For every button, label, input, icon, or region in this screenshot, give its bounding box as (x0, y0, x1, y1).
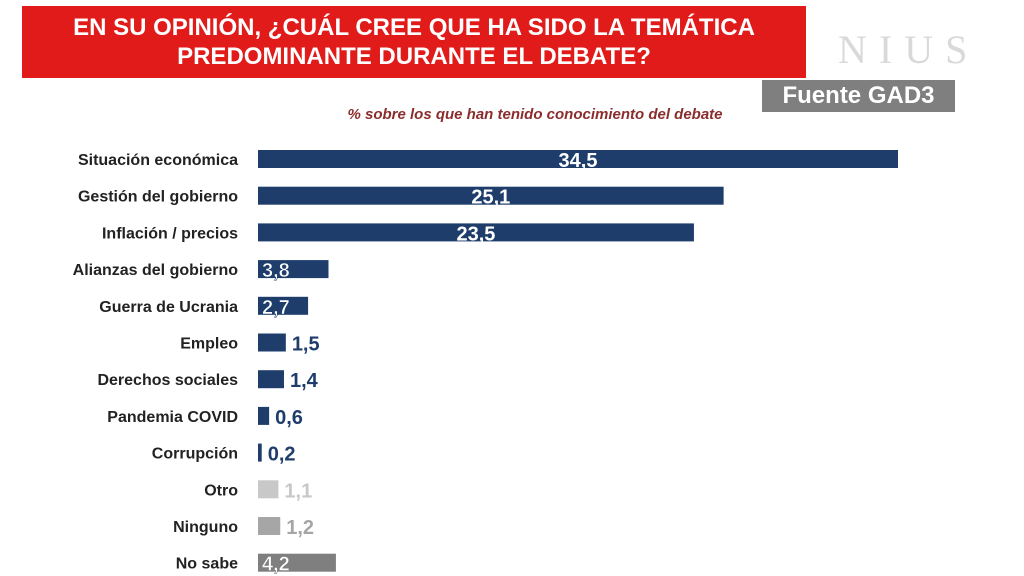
category-label: Otro (204, 482, 238, 499)
category-label: Empleo (180, 336, 238, 353)
value-label: 0,6 (275, 407, 303, 429)
bar (258, 186, 724, 205)
category-label: Derechos sociales (97, 372, 238, 389)
bar (258, 406, 270, 425)
category-label: Ninguno (173, 519, 238, 536)
value-label: 1,2 (286, 517, 314, 539)
brand-watermark: NIUS (838, 27, 980, 72)
category-label: Pandemia COVID (107, 409, 238, 426)
bar (258, 517, 281, 535)
category-label: Situación económica (78, 152, 238, 169)
category-label: No sabe (176, 556, 238, 573)
category-label: Gestión del gobierno (78, 189, 238, 206)
category-label: Guerra de Ucrania (99, 299, 238, 316)
bar (258, 443, 262, 462)
value-label: 2,7 (262, 297, 290, 319)
value-label: 1,5 (292, 334, 320, 356)
value-label: 3,8 (262, 260, 290, 282)
value-label: 4,2 (262, 554, 290, 576)
bar (258, 150, 898, 168)
value-label: 23,5 (457, 223, 496, 245)
category-label: Inflación / precios (102, 225, 238, 242)
source-badge: Fuente GAD3 (762, 80, 955, 112)
value-label: 1,1 (284, 480, 312, 502)
bar (258, 480, 279, 499)
bar (258, 296, 309, 315)
value-label: 25,1 (471, 187, 510, 209)
category-label: Corrupción (152, 446, 238, 463)
bar (258, 223, 694, 242)
chart-title: EN SU OPINIÓN, ¿CUÁL CREE QUE HA SIDO LA… (22, 6, 806, 78)
bar (258, 370, 284, 389)
value-label: 1,4 (290, 370, 319, 392)
title-line-2: PREDOMINANTE DURANTE EL DEBATE? (177, 43, 651, 70)
title-line-1: EN SU OPINIÓN, ¿CUÁL CREE QUE HA SIDO LA… (73, 14, 755, 41)
category-label: Alianzas del gobierno (73, 262, 239, 279)
bar (258, 553, 336, 572)
value-label: 34,5 (559, 150, 598, 172)
bar (258, 260, 329, 279)
value-label: 0,2 (268, 444, 296, 466)
bar (258, 333, 286, 352)
chart-subtitle: % sobre los que han tenido conocimiento … (347, 106, 723, 123)
